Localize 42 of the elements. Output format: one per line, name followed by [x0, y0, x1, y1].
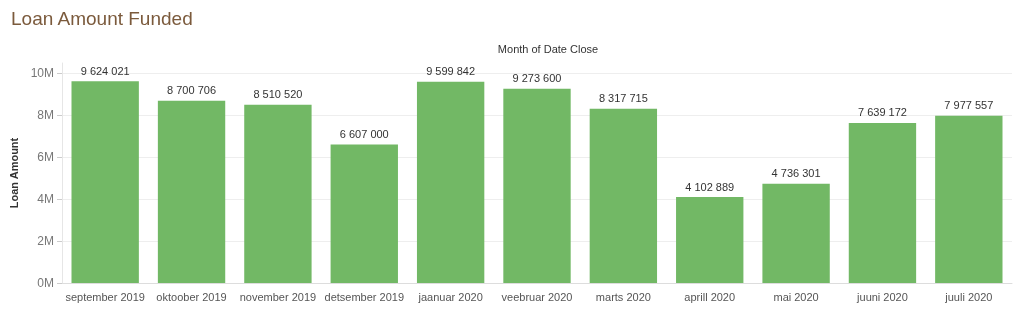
data-label: 9 599 842: [426, 65, 476, 78]
data-label: 9 624 021: [80, 64, 130, 77]
x-tick-label: jaanuar 2020: [417, 290, 483, 303]
bar: [416, 81, 485, 283]
x-tick-label: november 2019: [239, 290, 317, 303]
data-label: 7 977 557: [944, 99, 994, 112]
data-label: 8 700 706: [167, 84, 217, 97]
data-label: 7 639 172: [857, 106, 907, 119]
x-tick-label: veebruar 2020: [501, 290, 573, 303]
bar: [330, 144, 398, 283]
x-tick-label: september 2019: [65, 290, 145, 303]
chart-title: Loan Amount Funded: [11, 8, 193, 29]
x-tick-label: juuni 2020: [856, 290, 908, 303]
x-tick-label: mai 2020: [773, 290, 819, 303]
bar: [676, 197, 744, 283]
bar: [762, 183, 830, 283]
data-label: 9 273 600: [512, 72, 562, 85]
data-label: 8 510 520: [253, 88, 303, 101]
x-tick-label: oktoober 2019: [156, 290, 227, 303]
y-tick-label: 4M: [37, 192, 54, 207]
data-label: 4 736 301: [771, 167, 821, 180]
bar: [71, 81, 139, 283]
y-tick-label: 2M: [37, 234, 54, 249]
x-tick-label: detsember 2019: [324, 290, 405, 303]
data-label: 8 317 715: [598, 92, 648, 105]
bar: [935, 115, 1003, 283]
y-tick-label: 6M: [37, 150, 54, 165]
y-tick-label: 10M: [30, 66, 54, 81]
x-tick-label: juuli 2020: [944, 290, 993, 303]
bar: [244, 104, 312, 283]
bar: [503, 88, 571, 283]
bar: [848, 122, 917, 283]
x-tick-label: marts 2020: [595, 290, 651, 303]
data-label: 6 607 000: [339, 128, 389, 141]
y-axis-title: Loan Amount: [8, 137, 21, 209]
bar: [157, 100, 226, 283]
bar: [589, 108, 658, 283]
y-tick-label: 8M: [37, 108, 54, 123]
y-tick-label: 0M: [37, 276, 54, 290]
x-axis-title: Month of Date Close: [497, 42, 599, 55]
x-tick-label: aprill 2020: [684, 290, 736, 303]
data-label: 4 102 889: [685, 180, 735, 193]
